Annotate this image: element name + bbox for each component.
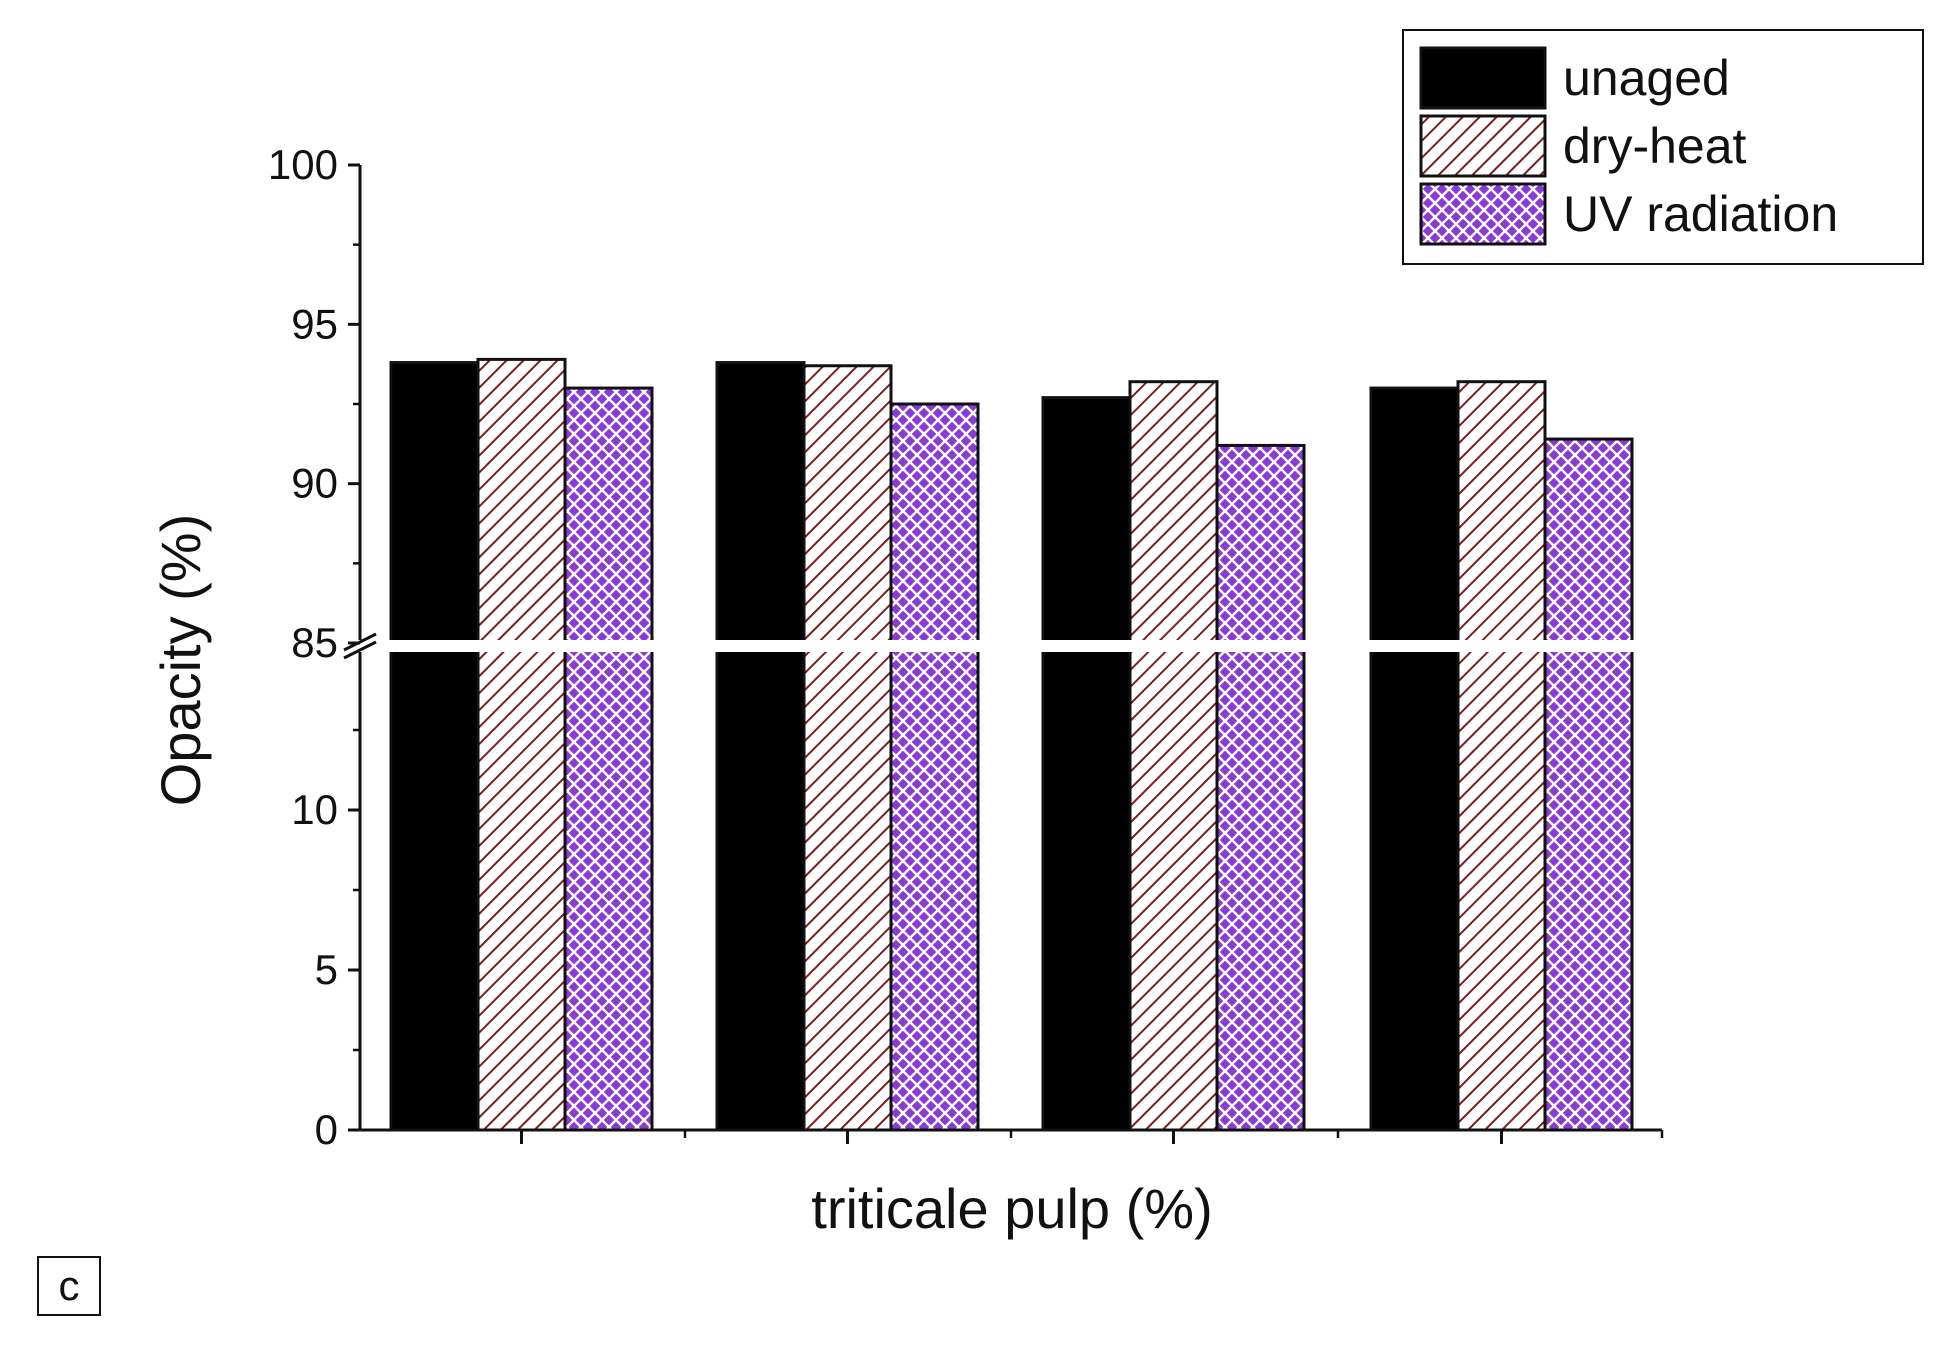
ticks-group: 0 5 10 85 90 95 100 (268, 141, 1664, 1153)
bar-uv-radiation-4 (1543, 437, 1634, 1132)
y-tick-label: 10 (291, 786, 338, 833)
panel-label-box (37, 1256, 101, 1316)
panel-label: c (59, 1262, 80, 1309)
y-tick-label: 90 (291, 460, 338, 507)
bars-group (348, 357, 1664, 1132)
bar-uv-radiation-2 (889, 402, 980, 1132)
legend-label-unaged: unaged (1563, 50, 1730, 106)
bar-unaged-4 (1369, 386, 1460, 1132)
y-axis-title: Opacity (%) (149, 514, 212, 807)
legend-label-uv-radiation: UV radiation (1563, 186, 1838, 242)
x-axis-title: triticale pulp (%) (811, 1177, 1212, 1240)
legend-label-dry-heat: dry-heat (1563, 118, 1747, 174)
axis-break-mark (343, 640, 377, 660)
bar-unaged-2 (715, 361, 806, 1132)
bar-dry-heat-3 (1128, 380, 1219, 1132)
y-tick-label: 5 (315, 946, 338, 993)
legend: unaged dry-heat UV radiation (1402, 29, 1924, 265)
bar-uv-radiation-3 (1215, 443, 1306, 1132)
y-tick-label: 100 (268, 141, 338, 188)
axis-break-gap (348, 640, 1664, 652)
bar-dry-heat-2 (802, 364, 893, 1132)
bar-dry-heat-4 (1456, 380, 1547, 1132)
y-tick-label: 0 (315, 1106, 338, 1153)
bar-dry-heat-1 (476, 357, 567, 1132)
y-tick-label: 95 (291, 300, 338, 347)
legend-swatch-unaged (1419, 46, 1547, 110)
legend-swatch-dry-heat (1419, 114, 1547, 178)
bar-unaged-1 (389, 361, 480, 1132)
bar-uv-radiation-1 (563, 386, 654, 1132)
bar-unaged-3 (1041, 396, 1132, 1132)
y-tick-label: 85 (291, 619, 338, 666)
legend-swatch-uv-radiation (1419, 182, 1547, 246)
